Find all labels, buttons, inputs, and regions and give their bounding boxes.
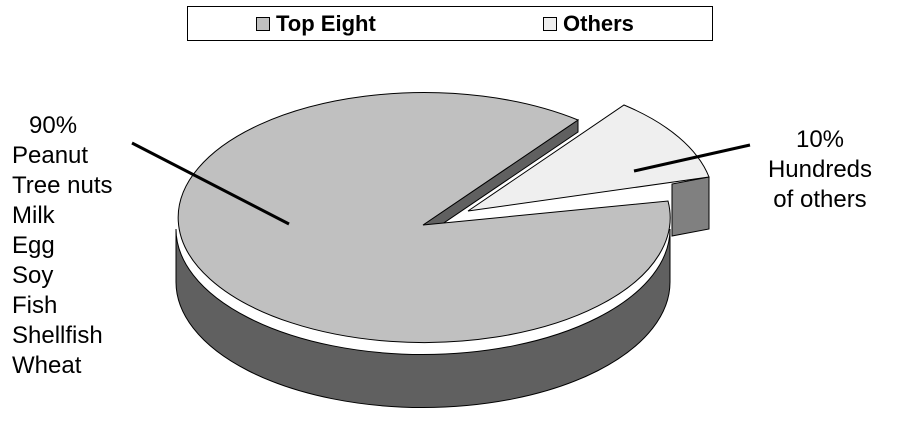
item-label: Peanut [12,142,89,169]
pie-slice-others-top [467,104,710,212]
legend-swatch-others [543,17,557,31]
item-label: Tree nuts [12,172,113,199]
item-label: Wheat [12,352,82,379]
legend-swatch-top-eight [256,17,270,31]
pie-slice-top-eight-top [177,92,671,344]
data-label-top-eight: 90% Peanut Tree nuts Milk Egg Soy Fish S… [12,111,113,381]
data-label-others: 10% Hundreds of others [745,125,895,215]
percent-label-others: 10% [795,126,845,153]
percent-label-top-eight: 90% [29,112,78,139]
item-label: Fish [12,292,58,319]
pie-slice-others-side [671,176,710,237]
item-label: Egg [12,232,55,259]
legend-entry-top-eight: Top Eight [256,13,376,35]
leader-line-others [633,143,751,173]
leader-line-top-eight [131,141,290,226]
item-label: Soy [12,262,54,289]
chart-legend: Top Eight Others [187,6,713,41]
pie-slice-top-eight-side [175,228,671,409]
item-label: Milk [12,202,55,229]
description-label: of others [773,186,867,213]
pie-slice-others [467,104,710,237]
legend-label-others: Others [563,11,634,36]
legend-entry-others: Others [543,13,634,35]
legend-label-top-eight: Top Eight [276,11,376,36]
item-label: Shellfish [12,322,103,349]
pie-slice-top-eight [175,92,671,409]
description-label: Hundreds [767,156,873,183]
